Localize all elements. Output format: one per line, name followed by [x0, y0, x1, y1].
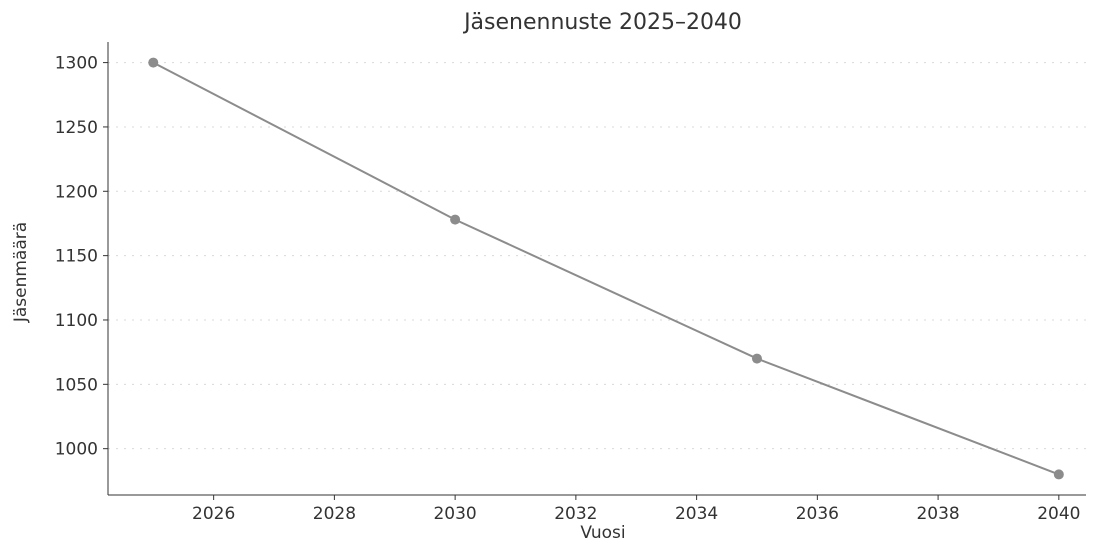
grid-lines	[108, 62, 1086, 450]
y-tick-label: 1000	[55, 440, 98, 460]
x-tick-label: 2026	[192, 504, 235, 524]
y-tick-labels: 1000 1050 1100 1150 1200 1250 1300	[55, 54, 98, 460]
chart-title: Jäsenennuste 2025–2040	[462, 10, 742, 35]
x-tick-label: 2036	[796, 504, 839, 524]
y-axis-label: Jäsenmäärä	[11, 222, 31, 323]
x-tick-label: 2030	[433, 504, 476, 524]
x-tick-label: 2028	[313, 504, 356, 524]
y-tick-label: 1050	[55, 375, 98, 395]
x-axis-label: Vuosi	[580, 523, 625, 542]
y-tick-label: 1200	[55, 182, 98, 202]
y-tick-label: 1150	[55, 247, 98, 267]
y-tick-label: 1300	[55, 54, 98, 74]
x-tick-label: 2034	[675, 504, 718, 524]
data-series	[148, 57, 1064, 480]
axes	[103, 42, 1086, 500]
data-point	[450, 214, 461, 225]
y-tick-label: 1100	[55, 311, 98, 331]
x-tick-label: 2038	[916, 504, 959, 524]
x-tick-label: 2040	[1037, 504, 1080, 524]
series-line	[152, 61, 1060, 476]
x-tick-labels: 2026 2028 2030 2032 2034 2036 2038 2040	[192, 504, 1080, 524]
data-point	[148, 57, 159, 68]
y-tick-label: 1250	[55, 118, 98, 138]
data-point	[1053, 469, 1064, 480]
data-point	[751, 353, 762, 364]
x-tick-label: 2032	[554, 504, 597, 524]
